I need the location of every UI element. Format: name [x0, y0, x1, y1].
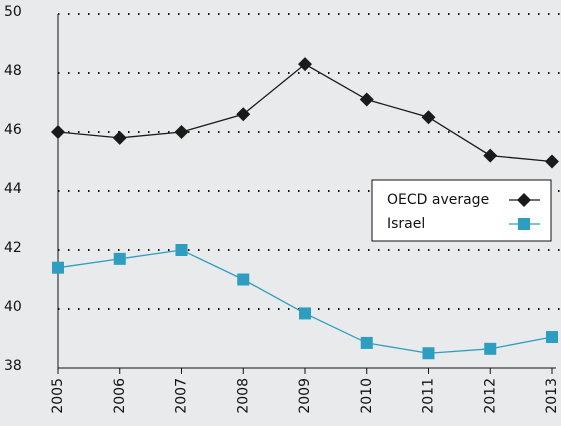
x-tick-label: 2012	[482, 378, 498, 414]
point	[52, 261, 64, 274]
legend-label: OECD average	[387, 192, 489, 208]
series-line	[57, 249, 553, 354]
series-line	[57, 63, 553, 163]
legend-marker	[518, 218, 530, 230]
y-tick-label: 42	[4, 240, 22, 256]
point	[360, 336, 373, 349]
point	[299, 307, 311, 320]
y-tick-label: 50	[4, 4, 22, 20]
point	[422, 347, 435, 360]
x-tick-label: 2006	[112, 378, 128, 414]
legend-label: Israel	[387, 216, 425, 232]
point	[421, 110, 436, 125]
point	[359, 92, 374, 107]
point	[112, 130, 127, 145]
point	[483, 148, 498, 163]
point	[298, 57, 312, 72]
point	[545, 154, 559, 169]
point	[484, 342, 497, 355]
legend-marker	[517, 193, 531, 207]
y-tick-label: 44	[4, 181, 22, 197]
point	[51, 125, 65, 139]
point	[113, 252, 126, 265]
x-tick-label: 2008	[235, 378, 251, 414]
point	[546, 331, 558, 344]
y-tick-label: 40	[4, 299, 22, 315]
x-tick-label: 2010	[359, 378, 375, 414]
point	[175, 244, 188, 256]
y-tick-label: 48	[4, 63, 22, 79]
legend-box	[371, 179, 552, 242]
point	[237, 273, 250, 286]
x-tick-label: 2013	[544, 378, 560, 414]
y-tick-label: 38	[4, 358, 22, 374]
x-tick-label: 2005	[50, 378, 66, 414]
x-tick-label: 2011	[421, 378, 437, 414]
x-tick-label: 2007	[174, 378, 190, 414]
x-tick-label: 2009	[297, 378, 313, 414]
point	[174, 125, 189, 139]
point	[236, 107, 251, 122]
y-tick-label: 46	[4, 122, 22, 138]
